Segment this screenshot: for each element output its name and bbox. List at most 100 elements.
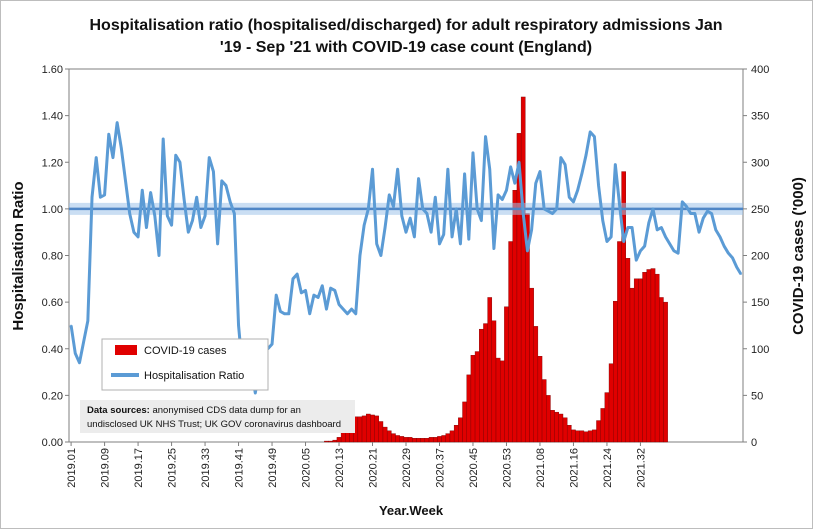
x-tick-label: 2019.41	[234, 448, 246, 488]
ratio-point	[534, 182, 537, 185]
bar-covid-cases	[412, 438, 417, 443]
ratio-point	[664, 236, 667, 238]
ratio-point	[183, 198, 185, 201]
x-tick-label: 2020.29	[401, 448, 413, 488]
ratio-point	[405, 231, 407, 233]
bar-covid-cases	[433, 437, 438, 443]
bar-covid-cases	[370, 414, 375, 443]
ratio-point	[434, 196, 437, 199]
ratio-point	[254, 392, 257, 394]
legend: COVID-19 cases Hospitalisation Ratio	[101, 338, 269, 391]
bar-covid-cases	[646, 269, 652, 443]
ratio-point	[87, 319, 89, 322]
ratio-point	[681, 201, 684, 203]
y-axis-right-label: COVID-19 cases ('000)	[790, 177, 807, 335]
bar-covid-cases	[608, 363, 614, 443]
ratio-point	[631, 226, 633, 229]
ratio-point	[158, 254, 160, 257]
ratio-point	[618, 203, 621, 206]
bar-covid-cases	[533, 326, 539, 443]
ratio-point	[476, 208, 478, 210]
bar-covid-cases	[617, 241, 622, 443]
ratio-point	[606, 240, 608, 243]
bar-covid-cases	[650, 268, 656, 443]
bar-covid-cases	[491, 320, 497, 443]
ratio-point	[714, 229, 717, 231]
bar-covid-cases	[399, 436, 405, 443]
ratio-point	[543, 208, 545, 210]
ratio-point	[329, 287, 332, 289]
bar-covid-cases	[587, 430, 593, 443]
source-box	[80, 400, 355, 433]
ratio-point	[735, 266, 738, 268]
ratio-point	[463, 173, 466, 175]
bar-covid-cases	[449, 430, 455, 443]
ratio-point	[656, 229, 658, 231]
x-axis-label: Year.Week	[379, 503, 444, 518]
ratio-point	[200, 226, 202, 229]
legend-label-ratio: Hospitalisation Ratio	[144, 370, 244, 382]
x-tick-label: 2019.25	[167, 448, 179, 488]
bar-covid-cases	[437, 436, 442, 443]
bar-covid-cases	[382, 426, 388, 443]
ratio-point	[384, 226, 386, 229]
x-tick-label: 2020.53	[502, 448, 514, 488]
ratio-point	[124, 180, 127, 182]
ratio-point	[526, 250, 529, 252]
ratio-point	[149, 191, 152, 194]
ratio-point	[296, 273, 298, 275]
ratio-point	[154, 215, 156, 217]
ratio-point	[648, 222, 650, 224]
ratio-point	[576, 189, 579, 192]
ratio-point	[589, 131, 591, 133]
bar-covid-cases	[479, 328, 484, 443]
ratio-point	[141, 189, 144, 192]
title-line-1: Hospitalisation ratio (hospitalised/disc…	[89, 17, 722, 34]
bar-covid-cases	[332, 439, 338, 443]
ratio-point	[237, 324, 240, 327]
ratio-point	[371, 168, 374, 171]
ratio-point	[112, 156, 114, 159]
y-left-tick-label: 0.60	[42, 297, 63, 309]
x-tick-label: 2019.01	[66, 448, 78, 488]
bar-covid-cases	[583, 431, 589, 443]
ratio-point	[438, 243, 441, 245]
ratio-point	[103, 194, 106, 196]
bar-covid-cases	[416, 438, 421, 443]
ratio-point	[133, 231, 135, 233]
ratio-point	[421, 208, 424, 210]
bar-covid-cases	[483, 323, 488, 443]
bar-covid-cases	[499, 360, 505, 443]
bar-covid-cases	[546, 395, 551, 443]
ratio-point	[392, 205, 395, 208]
bar-covid-cases	[663, 301, 668, 443]
ratio-point	[229, 201, 231, 203]
ratio-point	[468, 238, 470, 240]
ratio-point	[480, 219, 483, 222]
ratio-point	[380, 254, 382, 257]
ratio-point	[116, 121, 118, 124]
ratio-point	[233, 212, 236, 215]
bar-covid-cases	[395, 435, 400, 443]
ratio-point	[174, 154, 177, 157]
y-left-tick-label: 1.60	[42, 64, 63, 76]
bar-covid-cases	[566, 425, 572, 443]
ratio-point	[107, 133, 110, 136]
x-tick-label: 2019.33	[200, 448, 212, 488]
ratio-point	[601, 219, 604, 222]
x-tick-label: 2019.17	[133, 448, 145, 488]
ratio-point	[82, 340, 85, 343]
ratio-point	[321, 285, 324, 287]
bar-covid-cases	[600, 408, 606, 443]
ratio-point	[313, 294, 315, 296]
y-left-tick-label: 1.00	[42, 204, 63, 216]
ratio-point	[308, 312, 311, 315]
bar-covid-cases	[474, 351, 480, 443]
bar-covid-cases	[613, 300, 618, 443]
ratio-point	[204, 215, 206, 217]
bar-covid-cases	[441, 435, 446, 443]
x-tick-label: 2020.21	[368, 448, 380, 488]
ratio-point	[346, 312, 349, 315]
y-right-tick-label: 100	[751, 344, 769, 356]
